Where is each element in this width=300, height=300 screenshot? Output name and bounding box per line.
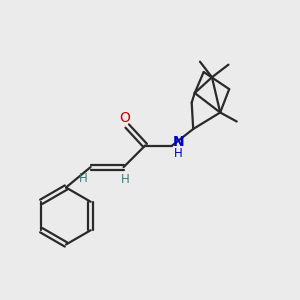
Text: H: H — [121, 172, 130, 186]
Text: O: O — [119, 112, 130, 125]
Text: H: H — [79, 172, 88, 185]
Text: H: H — [174, 147, 183, 161]
Text: N: N — [172, 135, 184, 148]
